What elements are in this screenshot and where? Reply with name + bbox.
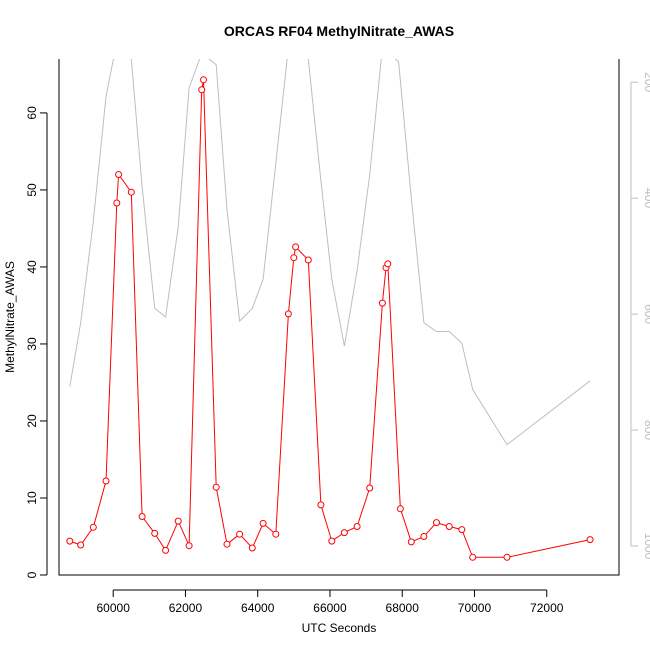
data-point	[366, 484, 374, 492]
data-point	[378, 299, 386, 307]
x-axis: 60000 62000 64000 66000 68000 70000 72000	[97, 589, 564, 615]
data-point	[77, 541, 85, 549]
series-line-left	[69, 79, 591, 558]
series-group	[66, 59, 594, 561]
data-point	[89, 523, 97, 531]
data-point	[223, 540, 231, 548]
data-point	[236, 530, 244, 538]
y2-tick-label: 200	[642, 72, 650, 92]
y-axis-right: 200 400 600 800 1000	[630, 72, 650, 560]
data-point	[292, 243, 300, 251]
series-line-right	[69, 59, 591, 446]
data-point	[503, 553, 511, 561]
y-tick-label: 40	[25, 260, 39, 274]
data-point	[66, 537, 74, 545]
data-point	[328, 537, 336, 545]
x-tick-label: 70000	[458, 601, 492, 615]
data-point	[407, 538, 415, 546]
data-point	[353, 523, 361, 530]
x-axis-label: UTC Seconds	[302, 621, 377, 635]
y-tick-label: 60	[25, 106, 39, 120]
data-point	[272, 530, 280, 538]
y-tick-label: 50	[25, 183, 39, 197]
y-tick-label: 20	[25, 414, 39, 428]
y2-tick-label: 800	[642, 420, 650, 440]
data-point	[174, 517, 182, 525]
data-point	[433, 519, 440, 527]
y-tick-label: 10	[25, 491, 39, 505]
data-point	[198, 86, 206, 94]
x-tick-label: 64000	[241, 601, 275, 615]
data-point	[185, 542, 193, 550]
data-point	[151, 529, 159, 537]
data-point	[127, 188, 135, 196]
data-point	[317, 501, 325, 509]
x-tick-label: 68000	[386, 601, 420, 615]
data-point	[469, 553, 477, 561]
data-point	[212, 483, 220, 491]
y2-tick-label: 400	[642, 188, 650, 208]
y-axis-label: MethylNitrate_AWAS	[3, 261, 17, 373]
data-point	[115, 171, 123, 178]
y2-tick-label: 1000	[642, 533, 650, 560]
data-point	[340, 529, 348, 537]
data-point	[102, 477, 110, 485]
x-tick-label: 62000	[169, 601, 203, 615]
data-point	[420, 533, 428, 540]
data-point	[445, 523, 453, 530]
x-tick-label: 66000	[313, 601, 347, 615]
data-point	[248, 544, 256, 552]
data-point	[396, 505, 404, 513]
data-point	[458, 526, 466, 534]
y-axis-left: 0 10 20 30 40 50 60	[25, 106, 48, 578]
data-point	[284, 310, 292, 318]
data-point	[384, 260, 392, 268]
plot-area	[58, 59, 620, 576]
data-point	[290, 254, 298, 262]
x-tick-label: 72000	[530, 601, 564, 615]
y-tick-label: 0	[25, 571, 39, 578]
y-tick-label: 30	[25, 337, 39, 351]
data-point	[200, 76, 207, 84]
x-tick-label: 60000	[97, 601, 131, 615]
y2-tick-label: 600	[642, 304, 650, 324]
data-point	[138, 513, 146, 520]
data-point	[113, 199, 121, 207]
data-point	[304, 256, 312, 264]
data-point	[259, 519, 267, 527]
data-point	[586, 536, 594, 544]
data-point	[162, 546, 170, 554]
chart-title: ORCAS RF04 MethylNitrate_AWAS	[224, 23, 454, 39]
plot-frame	[58, 59, 620, 576]
